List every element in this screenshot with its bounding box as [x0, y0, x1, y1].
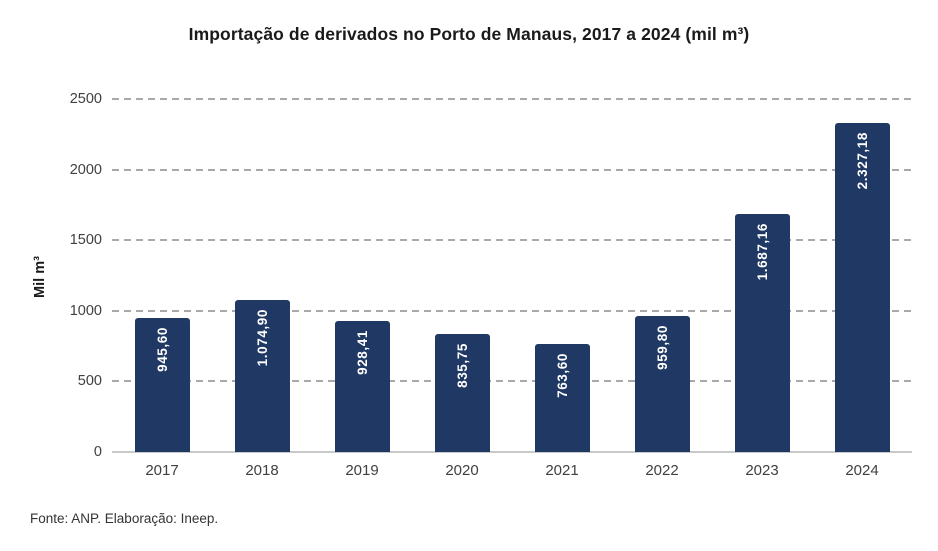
bar-2023: 1.687,16 [734, 213, 790, 452]
bar-value-label: 1.074,90 [254, 309, 270, 367]
bar-2022: 959,80 [634, 316, 690, 452]
y-tick-label: 1500 [69, 232, 102, 249]
bar-2017: 945,60 [134, 318, 190, 452]
y-tick-label: 500 [77, 373, 102, 390]
bar-value-label: 945,60 [154, 327, 170, 373]
bar-value-label: 763,60 [554, 353, 570, 399]
x-tick-label: 2020 [445, 462, 479, 479]
x-tick-label: 2019 [345, 462, 379, 479]
gridline-y-2500 [112, 98, 912, 100]
x-tick-label: 2023 [745, 462, 779, 479]
bar-2020: 835,75 [434, 334, 490, 452]
bar-value-label: 835,75 [454, 343, 470, 388]
bar-2019: 928,41 [334, 320, 390, 452]
gridline-y-2000 [112, 168, 912, 171]
source-note: Fonte: ANP. Elaboração: Ineep. [30, 511, 219, 526]
y-tick-label: 1000 [69, 302, 102, 319]
y-tick-label: 2000 [69, 161, 102, 178]
bar-value-label: 928,41 [354, 329, 370, 375]
plot-area: 0 500 1000 1500 2000 2500 945,60 2017 1.074,90 20… [70, 91, 912, 479]
bar-2018: 1.074,90 [234, 300, 290, 452]
gridline-y-500 [112, 380, 912, 383]
x-tick-label: 2021 [545, 462, 579, 479]
y-axis-title: Mil m³ [32, 256, 48, 298]
chart-title: Importação de derivados no Porto de Mana… [188, 24, 750, 44]
x-tick-label: 2017 [145, 462, 179, 479]
x-axis-line [112, 451, 912, 453]
y-tick-label: 0 [93, 444, 102, 460]
x-tick-label: 2024 [845, 462, 879, 479]
x-tick-label: 2018 [245, 462, 279, 479]
x-tick-label: 2022 [645, 462, 679, 479]
bar-2024: 2.327,18 [834, 123, 890, 452]
y-tick-label: 2500 [69, 91, 102, 107]
bar-value-label: 1.687,16 [754, 222, 770, 281]
gridline-y-1500 [112, 239, 912, 242]
bar-value-label: 2.327,18 [854, 132, 870, 190]
bar-value-label: 959,80 [654, 325, 670, 371]
gridline-y-1000 [112, 309, 912, 312]
bar-2021: 763,60 [534, 344, 590, 452]
